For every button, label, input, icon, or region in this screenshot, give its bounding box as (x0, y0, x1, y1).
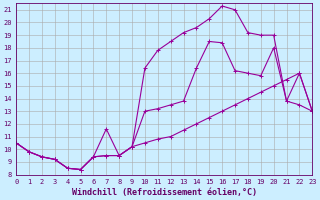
X-axis label: Windchill (Refroidissement éolien,°C): Windchill (Refroidissement éolien,°C) (72, 188, 257, 197)
